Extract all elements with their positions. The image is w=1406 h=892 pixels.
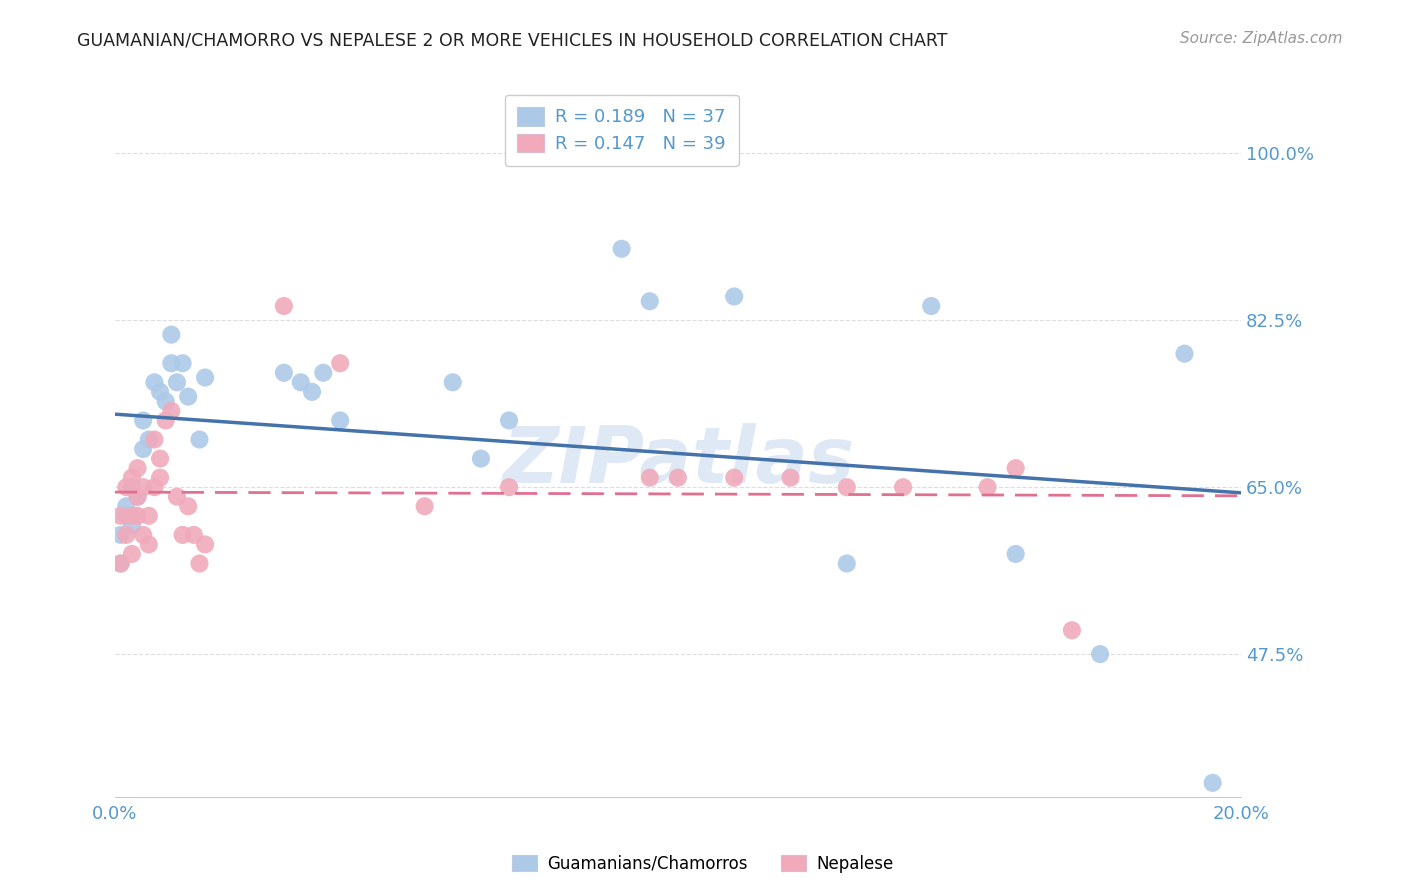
- Point: [160, 404, 183, 418]
- Point: [121, 547, 143, 561]
- Point: [121, 471, 143, 485]
- Point: [666, 471, 689, 485]
- Point: [194, 537, 217, 551]
- Point: [138, 508, 160, 523]
- Point: [891, 480, 914, 494]
- Point: [1173, 347, 1195, 361]
- Point: [115, 508, 138, 523]
- Legend: Guamanians/Chamorros, Nepalese: Guamanians/Chamorros, Nepalese: [506, 848, 900, 880]
- Point: [166, 376, 188, 390]
- Point: [132, 528, 155, 542]
- Point: [127, 461, 149, 475]
- Point: [149, 384, 172, 399]
- Point: [638, 471, 661, 485]
- Point: [155, 394, 177, 409]
- Point: [301, 384, 323, 399]
- Text: ZIPatlas: ZIPatlas: [502, 423, 853, 499]
- Point: [127, 508, 149, 523]
- Legend: R = 0.189   N = 37, R = 0.147   N = 39: R = 0.189 N = 37, R = 0.147 N = 39: [505, 95, 738, 166]
- Point: [121, 508, 143, 523]
- Text: Source: ZipAtlas.com: Source: ZipAtlas.com: [1180, 31, 1343, 46]
- Point: [143, 376, 166, 390]
- Point: [132, 442, 155, 456]
- Point: [329, 356, 352, 370]
- Point: [273, 299, 295, 313]
- Point: [138, 433, 160, 447]
- Point: [835, 557, 858, 571]
- Point: [121, 480, 143, 494]
- Point: [110, 557, 132, 571]
- Point: [149, 451, 172, 466]
- Point: [110, 508, 132, 523]
- Point: [1201, 776, 1223, 790]
- Point: [498, 480, 520, 494]
- Point: [329, 413, 352, 427]
- Point: [920, 299, 942, 313]
- Point: [835, 480, 858, 494]
- Point: [127, 490, 149, 504]
- Point: [638, 294, 661, 309]
- Point: [413, 500, 436, 514]
- Text: GUAMANIAN/CHAMORRO VS NEPALESE 2 OR MORE VEHICLES IN HOUSEHOLD CORRELATION CHART: GUAMANIAN/CHAMORRO VS NEPALESE 2 OR MORE…: [77, 31, 948, 49]
- Point: [723, 471, 745, 485]
- Point: [115, 480, 138, 494]
- Point: [177, 500, 200, 514]
- Point: [470, 451, 492, 466]
- Point: [194, 370, 217, 384]
- Point: [779, 471, 801, 485]
- Point: [143, 433, 166, 447]
- Point: [1088, 647, 1111, 661]
- Point: [155, 413, 177, 427]
- Point: [723, 289, 745, 303]
- Point: [177, 390, 200, 404]
- Point: [166, 490, 188, 504]
- Point: [976, 480, 998, 494]
- Point: [441, 376, 464, 390]
- Point: [183, 528, 205, 542]
- Point: [1004, 547, 1026, 561]
- Point: [138, 537, 160, 551]
- Point: [1060, 624, 1083, 638]
- Point: [188, 433, 211, 447]
- Point: [127, 490, 149, 504]
- Point: [115, 528, 138, 542]
- Point: [160, 356, 183, 370]
- Point: [290, 376, 312, 390]
- Point: [132, 413, 155, 427]
- Point: [132, 480, 155, 494]
- Point: [610, 242, 633, 256]
- Point: [498, 413, 520, 427]
- Point: [110, 528, 132, 542]
- Point: [273, 366, 295, 380]
- Point: [172, 356, 194, 370]
- Point: [110, 557, 132, 571]
- Point: [188, 557, 211, 571]
- Point: [312, 366, 335, 380]
- Point: [1004, 461, 1026, 475]
- Point: [149, 471, 172, 485]
- Point: [143, 480, 166, 494]
- Point: [172, 528, 194, 542]
- Point: [115, 500, 138, 514]
- Point: [121, 518, 143, 533]
- Point: [160, 327, 183, 342]
